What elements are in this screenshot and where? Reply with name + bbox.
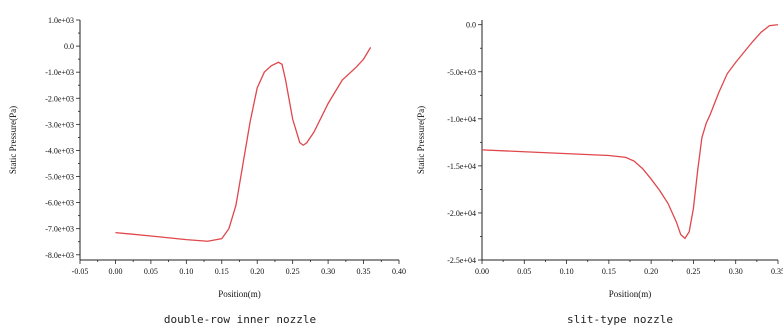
x-axis-title: Position(m)	[218, 289, 261, 299]
y-tick-label: -4.0e+03	[45, 146, 74, 155]
x-tick-label: 0.00	[475, 267, 489, 276]
x-tick-label: 0.35	[771, 267, 783, 276]
x-tick-label: 0.35	[357, 267, 371, 276]
x-tick-label: 0.05	[517, 267, 531, 276]
x-tick-label: 0.25	[286, 267, 300, 276]
chart-double-row-inner-nozzle: -0.05 0.00 0.05 0.10 0.15 0.20 0.25 0.30 0.35 0.4…	[8, 16, 406, 326]
x-tick-label: 0.40	[392, 267, 406, 276]
x-tick-label: 0.00	[108, 267, 122, 276]
y-tick-label: 1.0e+03	[48, 16, 74, 25]
y-tick-label: -2.0e+03	[45, 94, 74, 103]
y-tick-label: 0.0	[64, 42, 74, 51]
y-tick-label: -8.0e+03	[45, 251, 74, 260]
y-tick-label: -6.0e+03	[45, 199, 74, 208]
y-tick-label: -5.0e+03	[447, 68, 476, 77]
chart-caption: slit-type nozzle	[567, 313, 673, 326]
x-tick-label: 0.20	[250, 267, 264, 276]
static-pressure-series-line	[115, 47, 372, 242]
x-tick-label: 0.25	[686, 267, 700, 276]
x-tick-label: 0.10	[560, 267, 574, 276]
y-tick-label: -1.5e+04	[447, 162, 476, 171]
y-tick-label: -3.0e+03	[45, 120, 74, 129]
x-tick-label: -0.05	[72, 267, 89, 276]
y-axis-title: Static Pressure(Pa)	[416, 106, 426, 174]
x-tick-label: 0.30	[321, 267, 335, 276]
x-tick-label: 0.15	[215, 267, 229, 276]
static-pressure-series-line	[481, 24, 779, 240]
y-tick-label: 0.0	[466, 21, 476, 30]
x-tick-label: 0.20	[644, 267, 658, 276]
y-tick-label: -5.0e+03	[45, 173, 74, 182]
chart-caption: double-row inner nozzle	[164, 313, 316, 326]
y-tick-label: -7.0e+03	[45, 225, 74, 234]
x-tick-label: 0.10	[179, 267, 193, 276]
y-tick-label: -1.0e+03	[45, 68, 74, 77]
x-axis-title: Position(m)	[609, 289, 652, 299]
chart-slit-type-nozzle: 0.00 0.05 0.10 0.15 0.20 0.25 0.30 0.35 0.0 -5.0e…	[416, 20, 783, 326]
y-axis-title: Static Pressure(Pa)	[8, 106, 18, 174]
y-tick-label: -2.5e+04	[447, 256, 476, 265]
x-tick-label: 0.15	[602, 267, 616, 276]
y-tick-label: -1.0e+04	[447, 115, 476, 124]
x-tick-label: 0.05	[144, 267, 158, 276]
y-tick-label: -2.0e+04	[447, 209, 476, 218]
x-tick-label: 0.30	[729, 267, 743, 276]
